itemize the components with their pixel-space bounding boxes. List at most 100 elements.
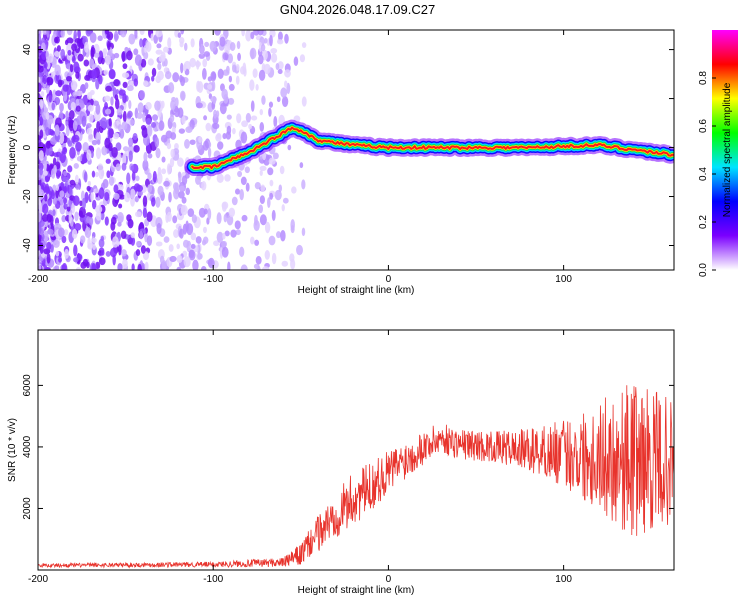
spectrogram-noise-cell bbox=[65, 120, 69, 127]
spectrogram-noise-cell bbox=[222, 133, 227, 140]
spectrogram-noise-cell bbox=[100, 235, 105, 242]
spectrogram-noise-cell bbox=[122, 258, 128, 269]
spectrogram-noise-cell bbox=[269, 34, 273, 47]
spectrogram-noise-cell bbox=[258, 69, 266, 81]
spectrogram-noise-cell bbox=[181, 115, 186, 125]
spectrogram-noise-cell bbox=[253, 219, 260, 232]
spectrogram-noise-cell bbox=[170, 99, 176, 111]
spectrogram-noise-cell bbox=[177, 32, 182, 39]
spectrogram-noise-cell bbox=[75, 71, 80, 79]
spectrogram-noise-cell bbox=[180, 76, 186, 87]
spectrogram-noise-cell bbox=[96, 120, 101, 133]
colorbar: 0.0 0.2 0.4 0.6 0.8 Normalized spectral ampl… bbox=[698, 30, 738, 277]
spectrogram-noise-cell bbox=[43, 160, 48, 171]
spectrogram-noise-cell bbox=[226, 114, 232, 120]
spectrogram-noise-cell bbox=[227, 97, 235, 105]
spectrogram-noise-cell bbox=[105, 250, 111, 257]
spectrogram-noise-cell bbox=[39, 116, 44, 126]
spectrogram-noise-cell bbox=[185, 187, 191, 196]
spectrogram-noise-cell bbox=[136, 184, 144, 192]
spectrogram-noise-cell bbox=[179, 228, 184, 239]
spectrogram-noise-cell bbox=[56, 45, 61, 52]
spectrogram-noise-cell bbox=[241, 120, 249, 128]
spectrogram-noise-cell bbox=[45, 50, 49, 60]
spectrogram-noise-cell bbox=[121, 162, 127, 171]
spectrogram-noise-cell bbox=[43, 61, 48, 69]
spectrogram-noise-cell bbox=[121, 121, 128, 130]
spectrogram-noise-cell bbox=[68, 119, 75, 132]
spectrogram-noise-cell bbox=[221, 240, 227, 248]
spectrogram-noise-cell bbox=[147, 58, 154, 66]
spectrogram-noise-cell bbox=[267, 167, 274, 176]
spectrogram-noise-cell bbox=[232, 64, 237, 73]
spectrogram-noise-cell bbox=[108, 142, 113, 152]
spectrogram-noise-cell bbox=[42, 232, 49, 242]
spectrogram-noise-cell bbox=[104, 101, 108, 110]
spectrogram-noise-cell bbox=[78, 206, 86, 218]
spectrogram-noise-cell bbox=[179, 37, 185, 44]
spectrogram-noise-cell bbox=[47, 228, 54, 235]
spectrogram-noise-cell bbox=[57, 79, 63, 88]
spectrogram-noise-cell bbox=[160, 51, 166, 62]
spectrogram-noise-cell bbox=[161, 156, 166, 163]
snr-y-axis-label: SNR (10 * v/v) bbox=[7, 418, 18, 482]
spectrogram-noise-cell bbox=[42, 74, 47, 85]
spectrogram-noise-cell bbox=[52, 239, 60, 248]
spectrogram-noise-cell bbox=[142, 159, 149, 171]
spectrogram-noise-cell bbox=[104, 216, 109, 226]
spectrogram-noise-cell bbox=[212, 122, 220, 130]
spectrogram-noise-cell bbox=[97, 35, 103, 42]
spectrogram-y-tick-label: 20 bbox=[22, 93, 33, 105]
spectrogram-noise-cell bbox=[192, 259, 199, 270]
spectrogram-noise-cell bbox=[258, 54, 264, 65]
spectrogram-noise-cell bbox=[270, 53, 278, 63]
spectrogram-noise-cell bbox=[229, 42, 236, 51]
spectrogram-noise-cell bbox=[174, 97, 179, 108]
spectrogram-noise-cell bbox=[275, 63, 280, 71]
spectrogram-noise-cell bbox=[264, 221, 271, 234]
spectrogram-noise-cell bbox=[61, 214, 67, 223]
spectrogram-noise-cell bbox=[71, 202, 76, 214]
spectrogram-noise-cell bbox=[211, 80, 216, 92]
spectrogram-noise-cell bbox=[116, 108, 123, 116]
spectrogram-noise-cell bbox=[172, 215, 178, 224]
spectrogram-noise-cell bbox=[40, 42, 46, 53]
spectrogram-noise-cell bbox=[88, 113, 94, 123]
spectrogram-noise-cell bbox=[163, 180, 170, 187]
spectrogram-noise-cell bbox=[245, 112, 251, 123]
spectrogram-noise-cell bbox=[261, 95, 266, 105]
spectrogram-noise-cell bbox=[58, 257, 62, 263]
spectrogram-noise-cell bbox=[196, 59, 200, 70]
spectrogram-x-tick-label: -200 bbox=[28, 274, 48, 285]
spectrogram-noise-cell bbox=[64, 39, 69, 46]
spectrogram-noise-cell bbox=[116, 117, 121, 127]
spectrogram-x-tick-label: 0 bbox=[386, 274, 392, 285]
colorbar-tick-label: 0.8 bbox=[698, 71, 709, 85]
spectrogram-noise-cell bbox=[55, 250, 60, 257]
spectrogram-noise-cell bbox=[144, 261, 149, 270]
spectrogram-noise-cell bbox=[235, 188, 241, 195]
spectrogram-noise-cell bbox=[216, 212, 222, 225]
spectrogram-noise-cell bbox=[121, 51, 126, 63]
spectrogram-noise-cell bbox=[268, 157, 276, 165]
spectrogram-noise-cell bbox=[130, 236, 136, 246]
spectrogram-noise-cell bbox=[140, 245, 146, 254]
spectrogram-noise-cell bbox=[142, 207, 148, 219]
spectrogram-noise-cell bbox=[204, 41, 210, 48]
spectrogram-noise-cell bbox=[87, 104, 94, 112]
spectrogram-noise-cell bbox=[166, 142, 172, 150]
spectrogram-noise-cell bbox=[38, 264, 42, 270]
spectrogram-noise-cell bbox=[221, 201, 227, 212]
snr-x-tick-label: -100 bbox=[203, 574, 223, 585]
spectrogram-noise-cell bbox=[95, 103, 101, 115]
spectrogram-noise-cell bbox=[152, 114, 159, 121]
spectrogram-noise-cell bbox=[113, 78, 120, 87]
spectrogram-noise-cell bbox=[191, 214, 197, 223]
spectrogram-noise-cell bbox=[65, 75, 72, 82]
spectrogram-noise-cell bbox=[280, 229, 286, 242]
snr-x-tick-label: 0 bbox=[386, 574, 392, 585]
spectrogram-noise-cell bbox=[42, 170, 48, 176]
spectrogram-noise-cell bbox=[151, 67, 157, 77]
spectrogram-noise-cell bbox=[178, 171, 182, 184]
snr-x-axis-label: Height of straight line (km) bbox=[298, 585, 415, 596]
